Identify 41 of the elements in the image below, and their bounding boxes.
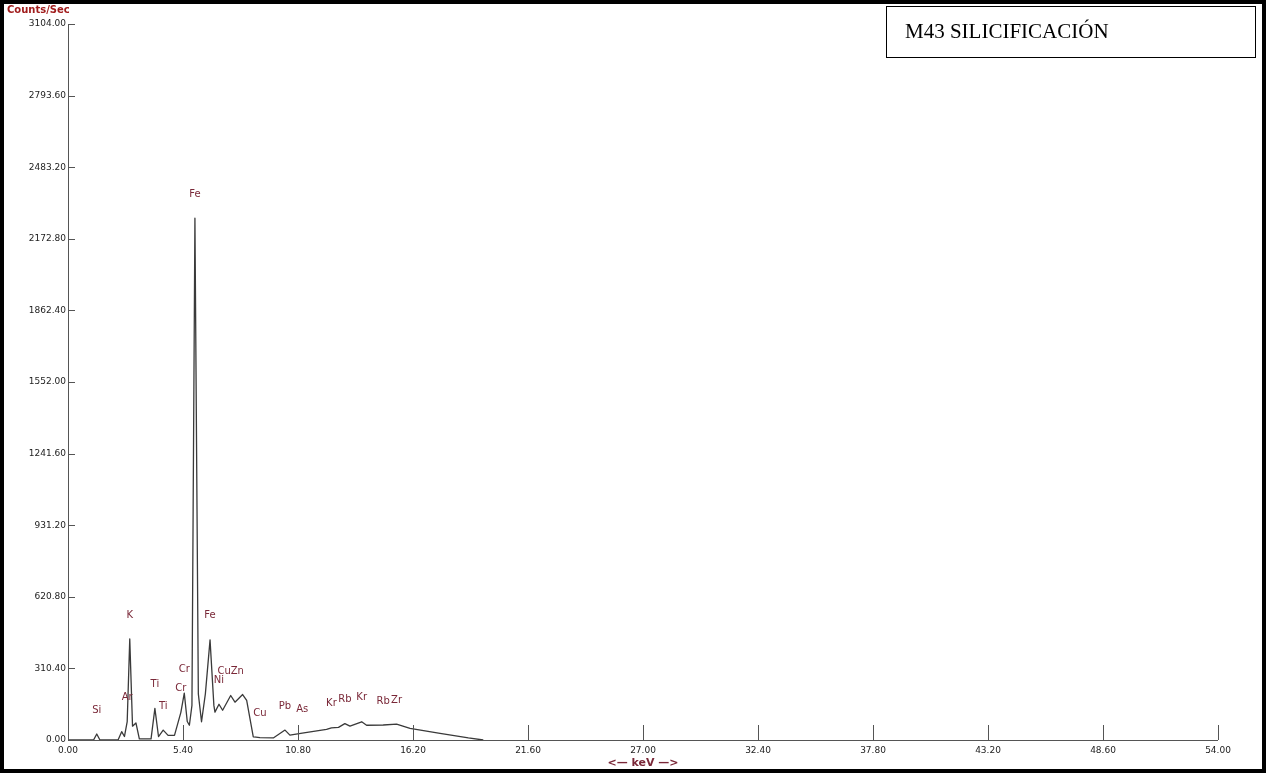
x-tick-label: 10.80 bbox=[285, 744, 312, 755]
annotation: Ti bbox=[149, 677, 160, 689]
y-tick-label: 2483.20 bbox=[28, 161, 67, 172]
y-tick-label: 2793.60 bbox=[28, 89, 67, 100]
annotation: Cr bbox=[178, 662, 191, 674]
x-tick-label: 21.60 bbox=[515, 744, 542, 755]
x-tick-label: 5.40 bbox=[172, 744, 194, 755]
annotation: K bbox=[126, 608, 134, 620]
y-tick-label: 1552.00 bbox=[28, 376, 67, 387]
y-tick-label: 1862.40 bbox=[28, 304, 67, 315]
y-axis-title: Counts/Sec bbox=[7, 3, 70, 15]
annotation: Fe bbox=[204, 609, 216, 621]
y-tick-label: 2172.80 bbox=[28, 233, 67, 244]
annotation: Si bbox=[92, 703, 102, 715]
y-tick-label: 1241.60 bbox=[28, 447, 67, 458]
y-tick-label: 310.40 bbox=[34, 662, 67, 673]
x-tick-label: 16.20 bbox=[400, 744, 427, 755]
annotation: Rb bbox=[376, 694, 390, 706]
annotation: Pb bbox=[278, 699, 292, 711]
x-tick-label: 32.40 bbox=[745, 744, 772, 755]
x-tick-label: 48.60 bbox=[1090, 744, 1117, 755]
y-tick-label: 3104.00 bbox=[28, 18, 67, 29]
annotation: Rb bbox=[338, 693, 352, 705]
annotation: Cu bbox=[253, 707, 267, 719]
annotation: Zr bbox=[391, 693, 403, 705]
x-tick-label: 37.80 bbox=[860, 744, 887, 755]
x-tick-label: 0.00 bbox=[57, 744, 79, 755]
x-tick-label: 27.00 bbox=[630, 744, 657, 755]
x-tick-label: 43.20 bbox=[975, 744, 1002, 755]
y-tick-label: 0.00 bbox=[45, 734, 67, 745]
x-tick-label: 54.00 bbox=[1205, 744, 1232, 755]
y-tick-label: 931.20 bbox=[34, 519, 67, 530]
x-axis-title: <— keV —> bbox=[607, 755, 679, 769]
y-tick-label: 620.80 bbox=[34, 591, 67, 602]
chart-title: M43 SILICIFICACIÓN bbox=[886, 6, 1256, 58]
annotation: Ti bbox=[157, 699, 168, 711]
annotation: Kr bbox=[326, 697, 338, 709]
annotation: Cr bbox=[175, 681, 188, 693]
annotation: Fe bbox=[189, 187, 201, 199]
annotation: Kr bbox=[356, 691, 368, 703]
annotation: As bbox=[296, 702, 309, 714]
